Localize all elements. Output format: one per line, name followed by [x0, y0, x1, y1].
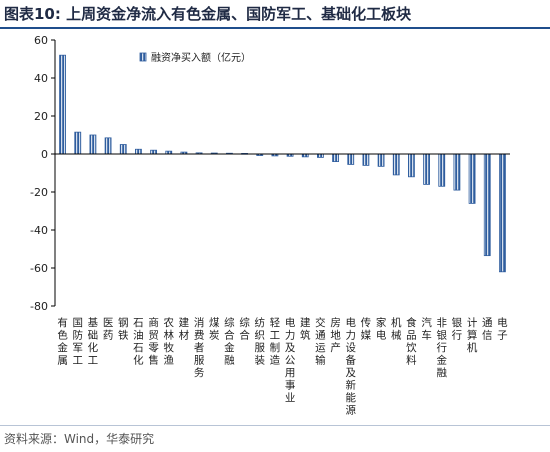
category-label-4: 医药: [103, 317, 114, 342]
bar-20: [347, 153, 355, 165]
category-label-10: 消费者服务: [194, 316, 205, 379]
source-note: 资料来源：Wind，华泰研究: [4, 432, 155, 446]
title-bar: 图表10: 上周资金净流入有色金属、国防军工、基础化工板块: [0, 0, 550, 29]
bar-3: [89, 134, 97, 155]
y-tick-label: 60: [34, 34, 48, 47]
bar-28: [468, 153, 476, 204]
category-label-8: 农林牧渔: [164, 316, 175, 367]
bar-29: [483, 153, 491, 257]
category-label-18: 交通运输: [315, 316, 326, 367]
bar-24: [408, 153, 415, 178]
category-label-11: 煤炭: [209, 316, 220, 342]
footer-divider: [0, 425, 550, 426]
category-label-23: 机械: [391, 316, 402, 342]
y-tick-label: 20: [34, 110, 48, 123]
bar-5: [119, 144, 127, 155]
category-label-21: 传媒: [361, 317, 372, 342]
category-label-25: 汽车: [421, 316, 432, 342]
bar-26: [438, 153, 446, 187]
category-label-20: 电力设备及新能源: [346, 316, 357, 417]
bar-4: [104, 137, 112, 155]
bar-25: [423, 153, 430, 185]
legend-swatch: [139, 52, 147, 62]
category-label-27: 银行: [452, 316, 463, 342]
y-tick-label: -40: [30, 224, 48, 237]
category-label-26: 非银行金融: [437, 317, 448, 379]
bar-21: [362, 153, 370, 166]
category-label-7: 商贸零售: [148, 316, 159, 367]
category-label-16: 电力及公用事业: [285, 316, 296, 404]
bar-19: [332, 153, 339, 162]
category-label-30: 电子: [497, 316, 508, 342]
y-tick-label: -80: [30, 300, 48, 313]
category-label-22: 家电: [376, 316, 387, 342]
category-label-14: 纺织服装: [255, 316, 266, 367]
bar-23: [392, 153, 400, 176]
category-label-5: 钢铁: [118, 316, 129, 342]
bar-7: [150, 149, 157, 155]
category-label-1: 有色金属: [57, 316, 68, 367]
category-label-12: 综合金融: [224, 316, 235, 367]
category-label-13: 综合: [239, 316, 250, 342]
category-label-28: 计算机: [467, 316, 478, 354]
bar-6: [135, 148, 142, 155]
legend-label: 融资净买入额（亿元）: [151, 51, 251, 64]
y-tick-label: -20: [30, 186, 48, 199]
category-label-17: 建筑: [300, 316, 311, 342]
category-label-3: 基础化工: [88, 316, 99, 367]
bar-27: [453, 153, 461, 191]
category-label-6: 石油石化: [133, 317, 144, 367]
y-tick-label: 0: [41, 148, 48, 161]
bar-chart: -80 -60 -40 -20 0 20 40 60 有色金属国防军工基础化工医药钢铁石油石化商…: [30, 34, 510, 417]
y-tick-label: 40: [34, 72, 48, 85]
bar-22: [377, 153, 385, 167]
category-label-19: 房地产: [330, 316, 341, 354]
category-label-2: 国防军工: [73, 317, 84, 367]
category-label-24: 食品饮料: [406, 316, 417, 367]
category-label-29: 通信: [482, 317, 493, 342]
bar-1: [59, 54, 66, 155]
bar-18: [317, 153, 324, 158]
category-label-9: 建材: [179, 316, 190, 342]
y-tick-label: -60: [30, 262, 48, 275]
category-label-15: 轻工制造: [270, 316, 281, 367]
bar-30: [499, 153, 506, 273]
bar-2: [74, 131, 82, 155]
page-title: 图表10: 上周资金净流入有色金属、国防军工、基础化工板块: [4, 5, 412, 23]
